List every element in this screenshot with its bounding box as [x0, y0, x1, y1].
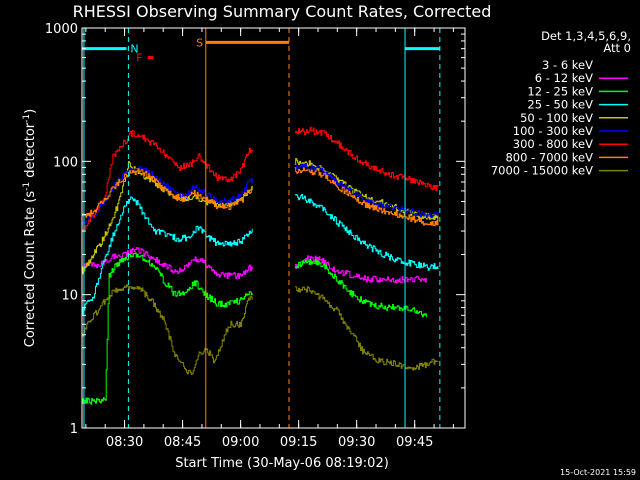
series-line: [82, 126, 439, 231]
series-line: [82, 252, 427, 405]
x-axis: 08:30 08:45 09:00 09:15 09:30 09:45: [85, 28, 454, 450]
series-line: [82, 284, 439, 375]
legend-header-att: Att 0: [603, 41, 631, 55]
timestamp: 15-Oct-2021 15:59: [560, 468, 636, 477]
x-tick-label: 09:00: [222, 435, 259, 450]
legend-entry: 25 - 50 keV: [527, 98, 593, 112]
series-layer: [82, 126, 439, 428]
x-tick-label: 08:45: [164, 435, 201, 450]
marker-label: F: [136, 52, 142, 65]
annotation-layer: N S F: [82, 28, 441, 428]
legend-entry: 3 - 6 keV: [542, 58, 593, 72]
legend-entry: 300 - 800 keV: [513, 137, 593, 151]
series-line: [82, 247, 427, 284]
x-tick-label: 09:15: [280, 435, 317, 450]
marker-label: S: [196, 36, 203, 49]
y-tick-label: 1: [70, 422, 78, 437]
legend-entry: 6 - 12 keV: [535, 71, 593, 85]
legend-entry: 50 - 100 keV: [520, 111, 593, 125]
series-line: [82, 194, 439, 315]
y-tick-label: 10: [61, 289, 78, 304]
legend-entry: 800 - 7000 keV: [505, 150, 593, 164]
plot-frame: [81, 27, 466, 429]
x-tick-label: 09:30: [338, 435, 375, 450]
legend-entry: 100 - 300 keV: [513, 124, 593, 138]
y-axis: 1 10 100 1000: [45, 22, 465, 437]
x-axis-label: Start Time (30-May-06 08:19:02): [175, 456, 389, 471]
series-line: [82, 167, 439, 227]
legend-entry: 7000 - 15000 keV: [491, 164, 593, 178]
chart-title: RHESSI Observing Summary Count Rates, Co…: [73, 2, 492, 21]
x-tick-label: 09:45: [396, 435, 433, 450]
marker-label: N: [130, 43, 138, 56]
y-tick-label: 1000: [45, 22, 78, 37]
y-axis-label: Corrected Count Rate (s-1 detector-1): [22, 109, 38, 347]
x-tick-label: 08:30: [106, 435, 143, 450]
y-tick-label: 100: [53, 155, 78, 170]
legend-entry: 12 - 25 keV: [527, 84, 593, 98]
legend-header-det: Det 1,3,4,5,6,9,: [541, 29, 631, 43]
